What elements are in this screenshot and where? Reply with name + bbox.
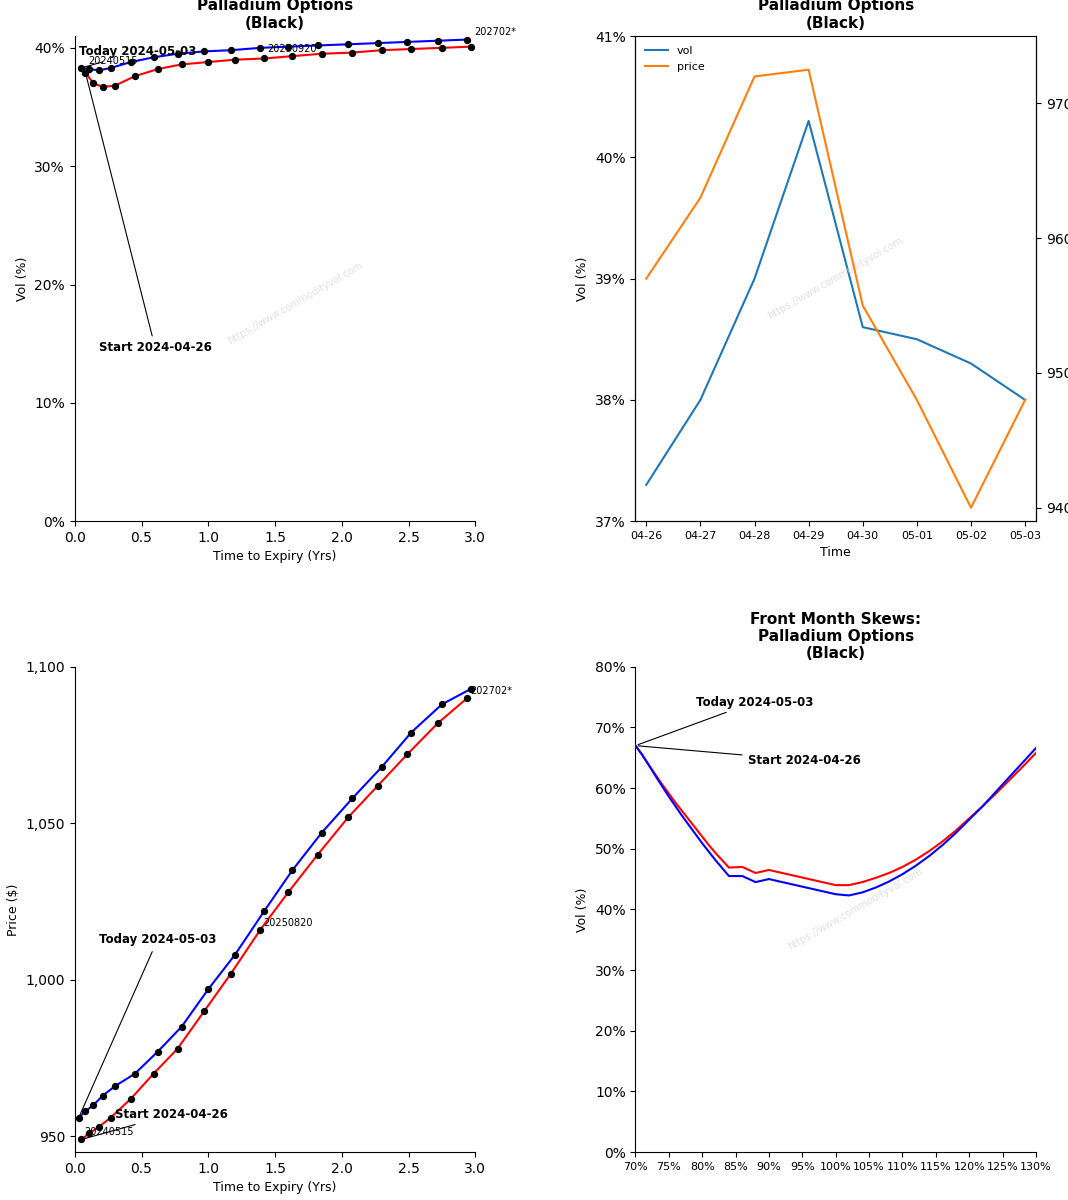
Point: [344, 43, 361, 62]
Text: 20250920: 20250920: [267, 44, 316, 54]
Point: [462, 37, 480, 56]
Text: Start 2024-04-26: Start 2024-04-26: [87, 76, 211, 354]
Point: [169, 44, 186, 64]
Point: [340, 808, 357, 827]
Point: [107, 76, 123, 95]
Point: [70, 1108, 88, 1127]
Point: [340, 35, 357, 54]
Point: [126, 67, 143, 86]
Point: [280, 37, 297, 56]
Text: 20240515: 20240515: [84, 1127, 134, 1138]
Point: [310, 36, 327, 55]
Point: [284, 47, 301, 66]
Text: Today 2024-05-03: Today 2024-05-03: [79, 46, 197, 67]
Point: [398, 745, 415, 764]
Text: Start 2024-04-26: Start 2024-04-26: [639, 746, 861, 767]
Point: [256, 901, 273, 920]
Text: 20250820: 20250820: [263, 918, 313, 928]
Point: [81, 60, 98, 79]
Title: Front Month Skews:
Palladium Options
(Black): Front Month Skews: Palladium Options (Bl…: [750, 612, 922, 661]
Point: [310, 845, 327, 864]
Point: [256, 49, 273, 68]
Point: [398, 32, 415, 52]
Point: [103, 1108, 120, 1127]
Point: [195, 42, 213, 61]
Point: [434, 695, 451, 714]
Legend: vol, price: vol, price: [641, 42, 709, 76]
Point: [145, 48, 162, 67]
Point: [459, 30, 476, 49]
Point: [313, 823, 330, 842]
Point: [429, 31, 446, 50]
Point: [73, 59, 90, 78]
Text: 202702*: 202702*: [470, 686, 512, 696]
Point: [91, 61, 107, 80]
Point: [123, 1090, 139, 1109]
Point: [103, 59, 120, 78]
Point: [169, 1039, 186, 1058]
Point: [126, 1064, 143, 1084]
Point: [77, 64, 94, 83]
Point: [148, 1043, 167, 1062]
Point: [284, 860, 301, 880]
Point: [429, 714, 446, 733]
Point: [370, 776, 387, 796]
Title: Front Month Dynamics:
Palladium Options
(Black): Front Month Dynamics: Palladium Options …: [736, 0, 936, 31]
Text: Today 2024-05-03: Today 2024-05-03: [80, 934, 216, 1115]
Text: https://www.commodityvol.com: https://www.commodityvol.com: [786, 866, 925, 953]
Point: [222, 964, 239, 983]
Point: [373, 41, 390, 60]
Point: [313, 44, 330, 64]
Text: https://www.commodityvol.com: https://www.commodityvol.com: [767, 235, 905, 322]
Y-axis label: Price ($): Price ($): [6, 883, 20, 936]
Point: [222, 41, 239, 60]
Point: [280, 882, 297, 901]
Point: [226, 50, 244, 70]
Point: [226, 946, 244, 965]
Point: [403, 722, 420, 742]
Point: [81, 1123, 98, 1142]
Point: [91, 1117, 107, 1136]
Point: [94, 77, 111, 96]
Point: [344, 788, 361, 808]
Point: [85, 73, 103, 92]
Y-axis label: Vol (%): Vol (%): [16, 257, 29, 301]
Point: [370, 34, 387, 53]
Point: [73, 1130, 90, 1150]
Point: [252, 38, 269, 58]
Y-axis label: Vol (%): Vol (%): [577, 887, 590, 931]
Text: Today 2024-05-03: Today 2024-05-03: [638, 696, 813, 745]
Text: 20240515: 20240515: [89, 55, 138, 66]
Text: Start 2024-04-26: Start 2024-04-26: [84, 1108, 227, 1139]
Point: [145, 1064, 162, 1084]
Y-axis label: Vol (%): Vol (%): [577, 257, 590, 301]
Point: [252, 920, 269, 940]
Point: [85, 1096, 103, 1115]
X-axis label: Time to Expiry (Yrs): Time to Expiry (Yrs): [214, 551, 336, 564]
Point: [94, 1086, 111, 1105]
Point: [434, 38, 451, 58]
Point: [200, 979, 217, 998]
Point: [148, 60, 167, 79]
Point: [462, 679, 480, 698]
Point: [200, 53, 217, 72]
Point: [173, 1018, 190, 1037]
Text: https://www.commodityvol.com: https://www.commodityvol.com: [225, 260, 364, 346]
Title: Term Structure Evolution:
Palladium Options
(Black): Term Structure Evolution: Palladium Opti…: [164, 0, 386, 31]
Point: [195, 1002, 213, 1021]
Point: [123, 53, 139, 72]
Point: [403, 40, 420, 59]
Text: 202702*: 202702*: [474, 28, 516, 37]
Point: [173, 55, 190, 74]
Point: [107, 1076, 123, 1096]
Point: [373, 757, 390, 776]
Point: [77, 1102, 94, 1121]
X-axis label: Time: Time: [820, 546, 851, 559]
Point: [459, 689, 476, 708]
X-axis label: Time to Expiry (Yrs): Time to Expiry (Yrs): [214, 1181, 336, 1194]
